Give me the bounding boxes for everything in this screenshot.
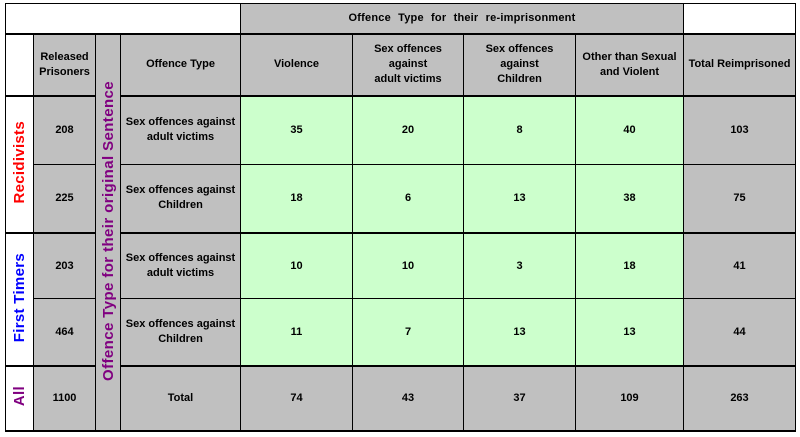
violence-cell: 18 (240, 164, 353, 233)
reimprisonment-banner-title: Offence Type for their re-imprisonment (240, 3, 684, 34)
violence-cell: 10 (240, 231, 353, 299)
total-row: All 1100 Total 74 43 37 109 263 (5, 364, 796, 432)
other-cell: 13 (575, 298, 684, 366)
other-cell: 40 (575, 95, 684, 165)
sex-adult-cell: 20 (352, 95, 464, 165)
total-cell: 103 (683, 95, 796, 165)
original-offence-axis-label: Offence Type for their original Sentence (99, 80, 117, 381)
released-cell: 208 (33, 95, 96, 165)
table-row: 464 Sex offences against Children 11 7 1… (6, 298, 796, 366)
corner-cell (5, 32, 34, 97)
sex-children-cell: 3 (463, 231, 576, 299)
sex-children-cell: 8 (463, 95, 576, 165)
first-timers-label: First Timers (11, 252, 28, 343)
grand-total-cell: 263 (683, 364, 796, 432)
banner-spacer-left (5, 3, 241, 34)
table-row: Recidivists 208 Sex offences against adu… (5, 95, 796, 233)
total-cell: 44 (683, 298, 796, 366)
sex-children-cell: 13 (463, 164, 576, 233)
other-cell: 18 (575, 231, 684, 299)
violence-header: Violence (240, 32, 353, 97)
all-label: All (11, 386, 28, 407)
banner-spacer-right (683, 3, 796, 34)
violence-cell: 35 (240, 95, 353, 165)
released-cell: 225 (33, 164, 96, 233)
sex-adult-cell: 6 (352, 164, 464, 233)
table-row: First Timers 203 Sex offences against ad… (5, 231, 796, 366)
cross-tab-table: Offence Type for their re-imprisonment R… (5, 3, 796, 432)
original-offence-axis-cell: Offence Type for their original Sentence (95, 32, 121, 432)
offence-type-header: Offence Type (120, 32, 241, 97)
offence-type-cell: Sex offences against adult victims (120, 231, 241, 299)
released-prisoners-header: Released Prisoners (33, 32, 96, 97)
violence-total-cell: 74 (240, 364, 353, 432)
other-sexual-violent-header: Other than Sexual and Violent (575, 32, 684, 97)
sex-adult-cell: 7 (352, 298, 464, 366)
group-label-recidivists: Recidivists (5, 95, 34, 233)
group-label-first-timers: First Timers (5, 231, 34, 366)
sex-children-cell: 13 (463, 298, 576, 366)
other-cell: 38 (575, 164, 684, 233)
offence-type-cell: Sex offences against Children (120, 164, 241, 233)
offence-type-cell: Sex offences against Children (120, 298, 241, 366)
total-cell: 41 (683, 231, 796, 299)
violence-cell: 11 (240, 298, 353, 366)
sex-offences-adult-header: Sex offences against adult victims (352, 32, 464, 97)
other-total-cell: 109 (575, 364, 684, 432)
sex-adult-total-cell: 43 (352, 364, 464, 432)
banner-row: Offence Type for their re-imprisonment (5, 3, 796, 34)
released-cell: 203 (33, 231, 96, 299)
recidivists-label: Recidivists (11, 121, 28, 204)
released-total-cell: 1100 (33, 364, 96, 432)
total-reimprisoned-header: Total Reimprisoned (683, 32, 796, 97)
table-row: 225 Sex offences against Children 18 6 1… (6, 164, 796, 233)
total-cell: 75 (683, 164, 796, 233)
header-row: Released Prisoners Offence Type for thei… (5, 32, 796, 432)
group-label-all: All (5, 364, 34, 432)
sex-adult-cell: 10 (352, 231, 464, 299)
released-cell: 464 (33, 298, 96, 366)
total-label-cell: Total (120, 364, 241, 432)
sex-children-total-cell: 37 (463, 364, 576, 432)
sex-offences-children-header: Sex offences against Children (463, 32, 576, 97)
offence-type-cell: Sex offences against adult victims (120, 95, 241, 165)
